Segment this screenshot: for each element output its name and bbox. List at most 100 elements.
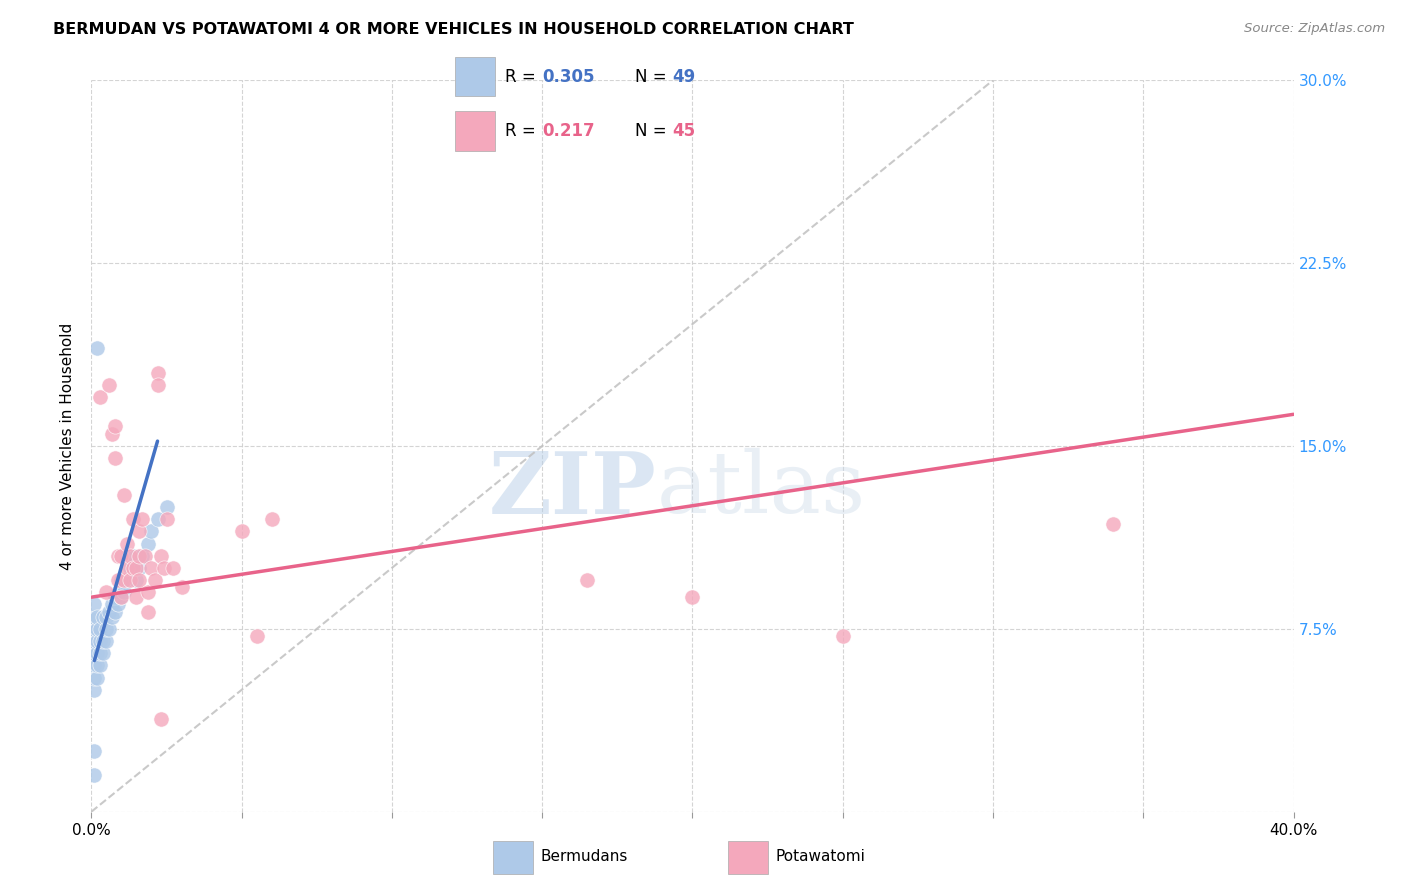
Point <box>83 744 105 758</box>
FancyBboxPatch shape <box>728 840 768 874</box>
Point <box>149 549 172 563</box>
Point <box>131 549 153 563</box>
Point <box>86 646 108 660</box>
Point <box>117 561 139 575</box>
Point <box>93 634 115 648</box>
Point <box>1102 516 1125 531</box>
Point <box>681 590 703 604</box>
Text: Potawatomi: Potawatomi <box>776 849 866 864</box>
FancyBboxPatch shape <box>492 840 533 874</box>
Point <box>104 419 127 434</box>
Text: ZIP: ZIP <box>489 448 657 532</box>
Point <box>83 598 105 612</box>
Point <box>114 585 136 599</box>
Point <box>83 634 105 648</box>
Point <box>141 561 163 575</box>
Point <box>134 549 156 563</box>
Point <box>152 561 174 575</box>
Point <box>83 768 105 782</box>
Text: Bermudans: Bermudans <box>541 849 628 864</box>
Point <box>110 581 132 595</box>
Point <box>98 605 121 619</box>
Point <box>86 671 108 685</box>
Text: BERMUDAN VS POTAWATOMI 4 OR MORE VEHICLES IN HOUSEHOLD CORRELATION CHART: BERMUDAN VS POTAWATOMI 4 OR MORE VEHICLE… <box>53 22 855 37</box>
Point <box>120 549 142 563</box>
Point <box>107 573 129 587</box>
Point <box>83 671 105 685</box>
Point <box>96 634 118 648</box>
Point <box>86 342 108 356</box>
Point <box>131 512 153 526</box>
Point <box>141 524 163 539</box>
Point <box>96 609 118 624</box>
Point <box>120 573 142 587</box>
Point <box>122 549 145 563</box>
Point <box>93 609 115 624</box>
Point <box>128 549 150 563</box>
Text: R =: R = <box>505 122 546 140</box>
Point <box>162 561 184 575</box>
Point <box>138 585 160 599</box>
Point <box>83 658 105 673</box>
Point <box>107 585 129 599</box>
Point <box>128 561 150 575</box>
Point <box>146 378 169 392</box>
Point <box>114 488 136 502</box>
Point <box>86 622 108 636</box>
Point <box>83 682 105 697</box>
Point <box>89 622 111 636</box>
Point <box>138 605 160 619</box>
Point <box>125 590 148 604</box>
Point <box>96 622 118 636</box>
Point <box>96 585 118 599</box>
Point <box>86 658 108 673</box>
Point <box>104 590 127 604</box>
Point <box>83 646 105 660</box>
Point <box>101 598 124 612</box>
Text: 0.217: 0.217 <box>541 122 595 140</box>
Point <box>143 573 166 587</box>
Point <box>120 561 142 575</box>
Point <box>110 549 132 563</box>
Point <box>110 573 132 587</box>
Point <box>104 605 127 619</box>
Point <box>89 646 111 660</box>
Point <box>138 536 160 550</box>
Point <box>128 524 150 539</box>
Text: atlas: atlas <box>657 449 866 532</box>
Point <box>93 646 115 660</box>
FancyBboxPatch shape <box>456 111 495 151</box>
Point <box>146 366 169 380</box>
Point <box>231 524 253 539</box>
Y-axis label: 4 or more Vehicles in Household: 4 or more Vehicles in Household <box>60 322 76 570</box>
Point <box>104 451 127 466</box>
Point <box>155 500 177 514</box>
Point <box>122 512 145 526</box>
Point <box>107 598 129 612</box>
Point <box>98 378 121 392</box>
Point <box>89 634 111 648</box>
Point <box>122 561 145 575</box>
FancyBboxPatch shape <box>456 57 495 96</box>
Text: N =: N = <box>634 68 672 87</box>
Point <box>101 609 124 624</box>
Point <box>246 629 269 643</box>
Point <box>110 590 132 604</box>
Text: N =: N = <box>634 122 672 140</box>
Point <box>86 609 108 624</box>
Point <box>125 561 148 575</box>
Text: R =: R = <box>505 68 541 87</box>
Point <box>146 512 169 526</box>
Point <box>155 512 177 526</box>
Point <box>260 512 283 526</box>
Point <box>117 573 139 587</box>
Point <box>149 712 172 726</box>
Point <box>83 622 105 636</box>
Point <box>89 390 111 404</box>
Point <box>128 573 150 587</box>
Text: 49: 49 <box>672 68 695 87</box>
Point <box>101 426 124 441</box>
Point <box>170 581 193 595</box>
Point <box>576 573 599 587</box>
Text: 0.305: 0.305 <box>541 68 595 87</box>
